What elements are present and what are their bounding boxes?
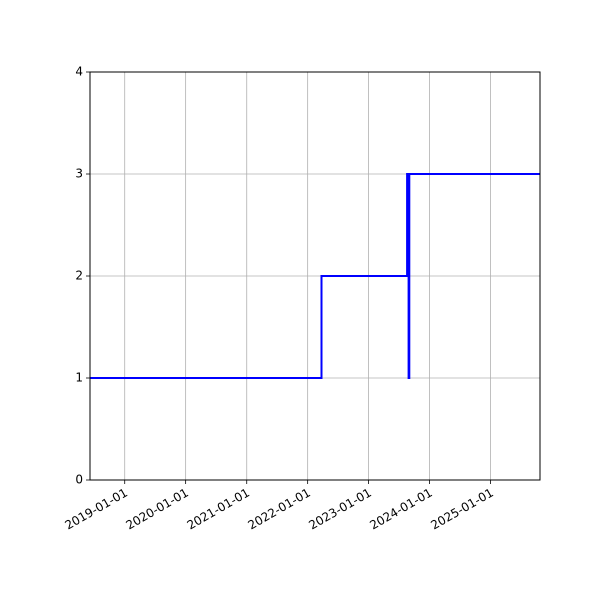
x-tick-label: 2021-01-01: [185, 486, 252, 533]
x-axis: 2019-01-012020-01-012021-01-012022-01-01…: [63, 480, 496, 533]
x-tick-label: 2025-01-01: [428, 486, 495, 533]
x-tick-label: 2024-01-01: [367, 486, 434, 533]
grid: [90, 71, 540, 481]
y-axis: 0 1 2 3 4: [75, 65, 90, 487]
y-tick-label: 4: [75, 65, 83, 79]
y-tick-label: 0: [75, 473, 83, 487]
y-tick-label: 2: [75, 269, 83, 283]
series-layer: [90, 173, 540, 379]
y-tick-label: 3: [75, 167, 83, 181]
x-tick-label: 2020-01-01: [123, 486, 190, 533]
x-tick-label: 2019-01-01: [63, 486, 130, 533]
series-line: [90, 173, 540, 379]
x-tick-label: 2023-01-01: [306, 486, 373, 533]
y-tick-label: 1: [75, 371, 83, 385]
x-tick-label: 2022-01-01: [246, 486, 313, 533]
